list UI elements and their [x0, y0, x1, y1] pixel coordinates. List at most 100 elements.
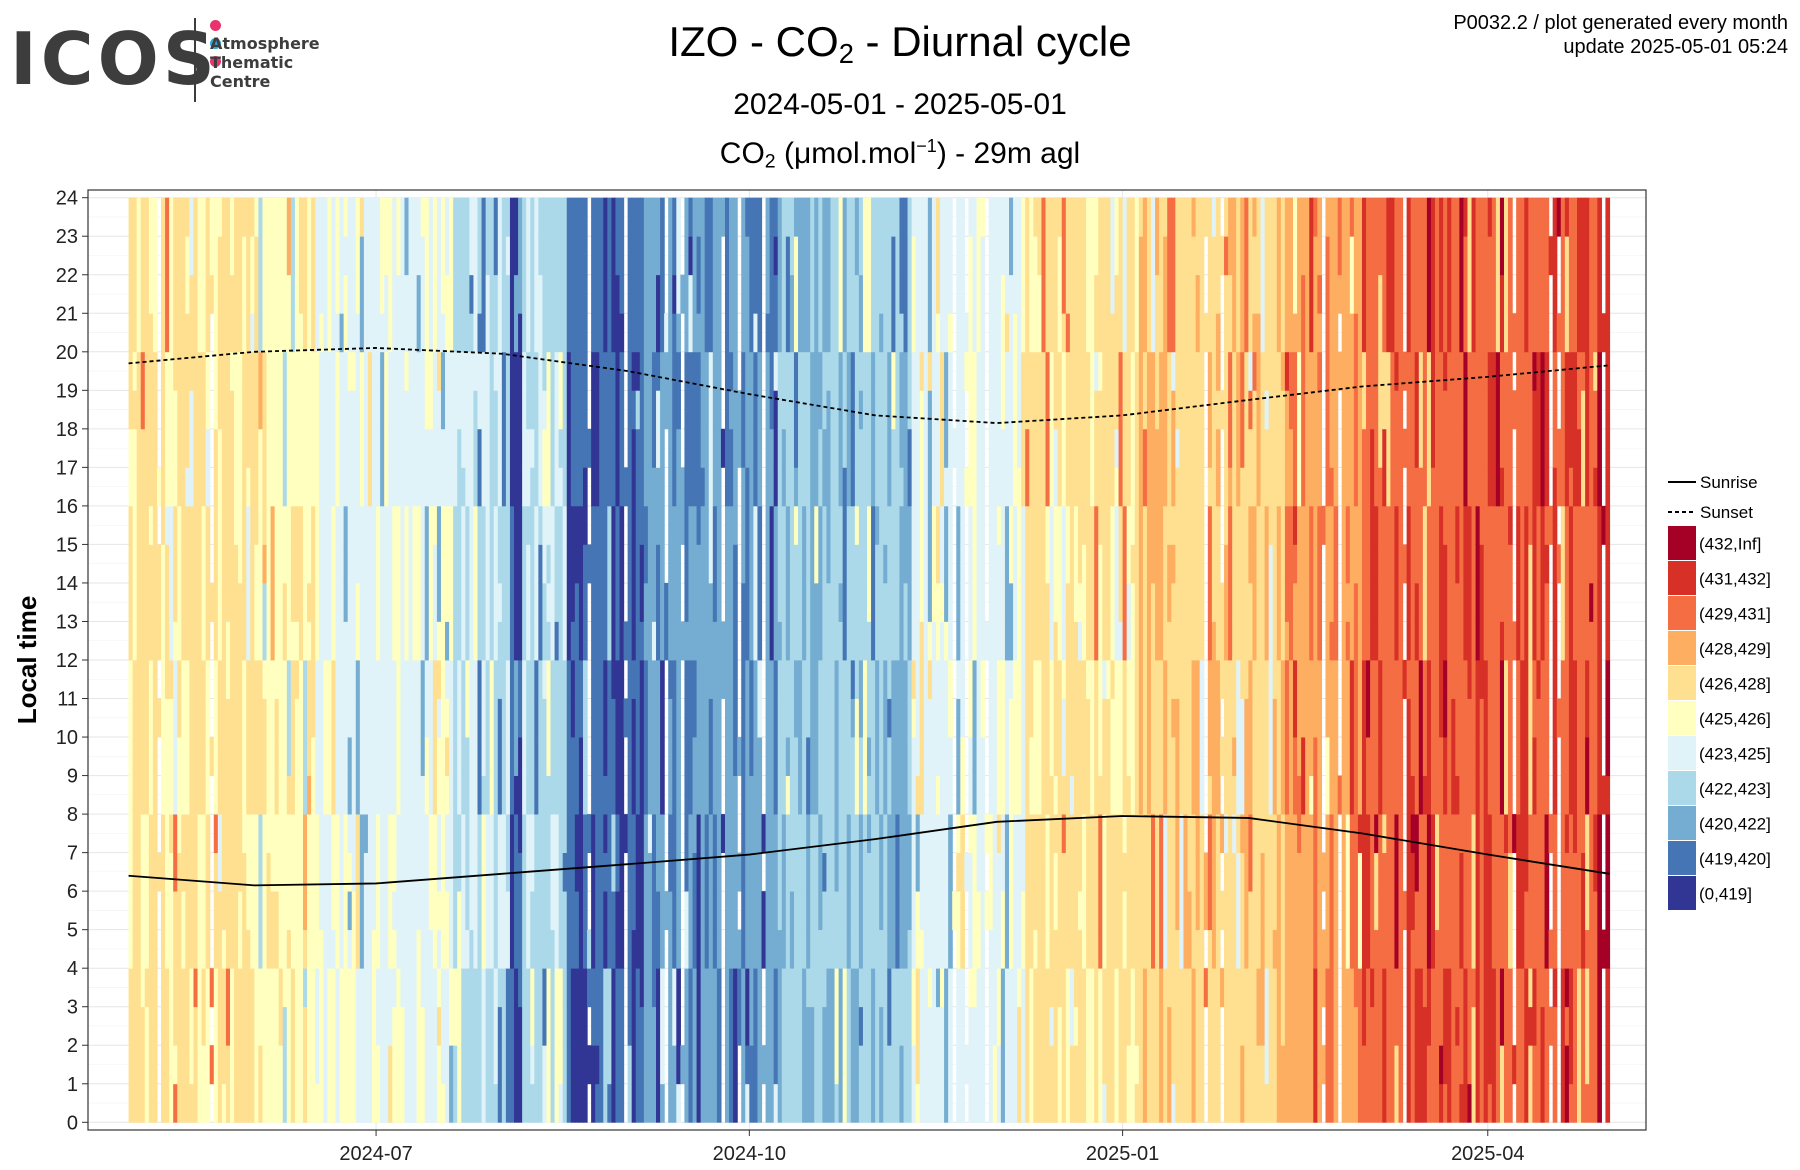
heatmap-cell: [688, 1006, 694, 1046]
heatmap-cell: [627, 660, 633, 699]
heatmap-cell: [359, 621, 365, 661]
heatmap-cell: [485, 313, 491, 353]
heatmap-cell: [538, 582, 544, 622]
heatmap-cell: [558, 467, 564, 507]
heatmap-cell: [745, 467, 750, 507]
heatmap-cell: [262, 428, 268, 468]
heatmap-cell: [773, 852, 779, 892]
heatmap-cell: [875, 929, 880, 969]
heatmap-cell: [189, 274, 195, 314]
heatmap-cell: [753, 698, 759, 738]
heatmap-cell: [270, 852, 276, 892]
heatmap-cell: [465, 891, 470, 931]
heatmap-cell: [818, 852, 823, 892]
heatmap-cell: [639, 891, 645, 931]
heatmap-cell: [144, 929, 150, 969]
heatmap-cell: [477, 775, 483, 815]
heatmap-cell: [185, 775, 191, 815]
heatmap-cell: [582, 428, 588, 468]
heatmap-cell: [769, 1083, 775, 1123]
heatmap-cell: [724, 236, 730, 276]
heatmap-cell: [522, 1006, 527, 1046]
heatmap-cell: [376, 1006, 381, 1046]
heatmap-cell: [518, 814, 523, 854]
heatmap-cell: [867, 1006, 872, 1046]
heatmap-cell: [765, 621, 771, 661]
heatmap-cell: [282, 313, 288, 353]
heatmap-cell: [181, 274, 186, 314]
heatmap-cell: [867, 698, 872, 738]
heatmap-cell: [956, 621, 961, 661]
heatmap-cell: [465, 814, 470, 854]
heatmap-cell: [185, 313, 191, 353]
heatmap-cell: [343, 1006, 349, 1046]
heatmap-cell: [140, 1045, 146, 1085]
heatmap-cell: [189, 467, 195, 507]
heatmap-cell: [578, 775, 584, 815]
heatmap-cell: [591, 313, 596, 353]
heatmap-cell: [177, 891, 182, 931]
heatmap-cell: [940, 814, 945, 854]
heatmap-cell: [931, 1045, 937, 1085]
heatmap-cell: [708, 968, 714, 1008]
heatmap-cell: [883, 775, 888, 815]
heatmap-cell: [745, 737, 750, 776]
heatmap-cell: [798, 351, 803, 391]
heatmap-cell: [907, 274, 913, 314]
heatmap-cell: [339, 351, 345, 391]
heatmap-cell: [980, 968, 986, 1008]
heatmap-cell: [428, 775, 434, 815]
heatmap-cell: [615, 582, 621, 622]
heatmap-cell: [769, 775, 775, 815]
heatmap-cell: [319, 775, 324, 815]
heatmap-cell: [303, 467, 308, 507]
heatmap-cell: [708, 236, 714, 276]
heatmap-cell: [489, 236, 495, 276]
heatmap-cell: [871, 582, 876, 622]
heatmap-cell: [972, 1006, 978, 1046]
heatmap-cell: [189, 852, 195, 892]
heatmap-cell: [635, 582, 641, 622]
heatmap-cell: [493, 1045, 499, 1085]
heatmap-cell: [976, 274, 982, 314]
heatmap-cell: [355, 852, 361, 892]
heatmap-cell: [668, 1045, 673, 1085]
heatmap-cell: [331, 698, 337, 738]
heatmap-cell: [684, 852, 690, 892]
heatmap-cell: [445, 814, 450, 854]
heatmap-cell: [656, 852, 661, 892]
heatmap-cell: [449, 467, 454, 507]
heatmap-cell: [996, 775, 1002, 815]
heatmap-cell: [810, 1006, 815, 1046]
heatmap-cell: [258, 582, 264, 622]
heatmap-cell: [449, 582, 454, 622]
heatmap-cell: [826, 582, 832, 622]
heatmap-cell: [656, 197, 661, 237]
heatmap-cell: [493, 929, 499, 969]
heatmap-cell: [347, 582, 353, 622]
heatmap-cell: [647, 1045, 653, 1085]
heatmap-cell: [380, 929, 385, 969]
heatmap-cell: [132, 313, 138, 353]
heatmap-cell: [392, 1006, 397, 1046]
heatmap-cell: [627, 505, 633, 545]
heatmap-cell: [392, 737, 397, 776]
heatmap-cell: [132, 1083, 138, 1123]
heatmap-cell: [177, 775, 182, 815]
heatmap-cell: [347, 390, 353, 430]
heatmap-cell: [189, 929, 195, 969]
heatmap-cell: [355, 698, 361, 738]
heatmap-cell: [416, 775, 422, 815]
heatmap-cell: [846, 1045, 852, 1085]
heatmap-cell: [676, 544, 681, 584]
heatmap-cell: [704, 505, 710, 545]
heatmap-cell: [453, 197, 458, 237]
heatmap-cell: [213, 891, 219, 931]
heatmap-cell: [631, 737, 637, 776]
heatmap-cell: [903, 775, 909, 815]
heatmap-cell: [627, 1045, 633, 1085]
heatmap-cell: [570, 852, 576, 892]
heatmap-cell: [838, 236, 844, 276]
heatmap-cell: [262, 351, 268, 391]
heatmap-cell: [173, 505, 178, 545]
